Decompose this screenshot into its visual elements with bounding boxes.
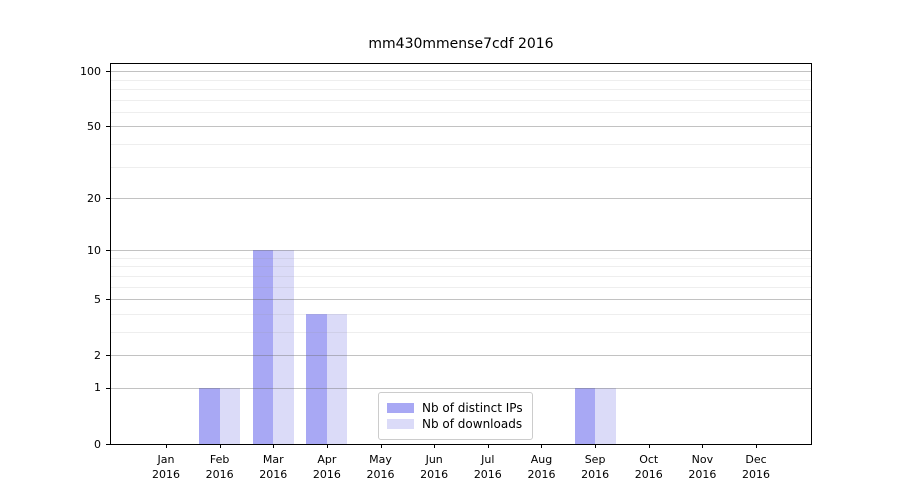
x-tick-label-may: May 2016 (366, 453, 395, 481)
x-tick-dec (756, 444, 757, 448)
y-tick-label-50: 50 (87, 119, 101, 133)
x-tick-jan (166, 444, 167, 448)
x-tick-aug (541, 444, 543, 448)
x-tick-label-apr: Apr 2016 (312, 453, 341, 481)
x-tick-label-nov: Nov 2016 (688, 453, 717, 481)
major-gridline-10 (111, 250, 811, 252)
y-tick-0 (106, 444, 110, 445)
legend-item-downloads: Nb of downloads (387, 417, 523, 431)
minor-gridline-8 (111, 266, 811, 268)
minor-gridline-7 (111, 275, 811, 277)
y-tick-100 (106, 71, 110, 73)
y-tick-label-100: 100 (80, 64, 101, 78)
bar-ips-mar (252, 250, 274, 444)
bar-downloads-mar (273, 250, 294, 444)
y-tick-label-2: 2 (94, 348, 101, 362)
major-gridline-5 (111, 299, 811, 301)
bar-downloads-apr (326, 313, 348, 444)
x-tick-label-mar: Mar 2016 (259, 453, 288, 481)
minor-gridline-90 (111, 79, 811, 81)
x-tick-may (380, 444, 382, 448)
y-tick-label-10: 10 (87, 243, 101, 257)
x-tick-label-jun: Jun 2016 (420, 453, 449, 481)
y-tick-label-1: 1 (94, 381, 101, 395)
minor-gridline-30 (111, 166, 811, 168)
major-gridline-1 (111, 387, 811, 389)
legend-label-distinct-ips: Nb of distinct IPs (422, 401, 523, 415)
x-tick-label-dec: Dec 2016 (742, 453, 770, 481)
legend-swatch-downloads (387, 419, 414, 429)
bar-ips-feb (199, 388, 220, 444)
minor-gridline-80 (111, 88, 811, 90)
x-tick-mar (273, 444, 275, 448)
x-tick-label-jan: Jan 2016 (152, 453, 180, 481)
legend: Nb of distinct IPs Nb of downloads (378, 392, 533, 440)
bar-ips-apr (306, 313, 327, 444)
y-tick-label-5: 5 (94, 292, 101, 306)
minor-gridline-3 (111, 331, 811, 333)
bar-downloads-sep (595, 388, 616, 444)
legend-swatch-distinct-ips (387, 403, 414, 413)
minor-gridline-6 (111, 286, 811, 288)
x-tick-label-jul: Jul 2016 (473, 453, 502, 481)
minor-gridline-70 (111, 99, 811, 101)
y-tick-10 (106, 250, 110, 252)
major-gridline-2 (111, 355, 811, 357)
minor-gridline-4 (111, 313, 811, 315)
x-tick-label-oct: Oct 2016 (634, 453, 663, 481)
y-tick-50 (106, 126, 110, 128)
x-tick-sep (595, 444, 597, 448)
x-tick-label-feb: Feb 2016 (205, 453, 234, 481)
major-gridline-50 (111, 126, 811, 128)
x-tick-oct (648, 444, 650, 448)
x-tick-label-aug: Aug 2016 (527, 453, 556, 481)
x-tick-apr (326, 444, 328, 448)
x-tick-nov (702, 444, 704, 448)
x-tick-label-sep: Sep 2016 (581, 453, 610, 481)
x-tick-jul (487, 444, 489, 448)
x-tick-jun (434, 444, 436, 448)
minor-gridline-40 (111, 143, 811, 145)
bar-downloads-feb (219, 388, 241, 444)
x-tick-feb (219, 444, 221, 448)
minor-gridline-60 (111, 111, 811, 113)
bar-ips-sep (574, 388, 596, 444)
legend-label-downloads: Nb of downloads (422, 417, 523, 431)
y-tick-1 (106, 387, 110, 389)
minor-gridline-9 (111, 257, 811, 259)
legend-item-distinct-ips: Nb of distinct IPs (387, 401, 523, 415)
major-gridline-100 (111, 71, 811, 73)
y-tick-2 (106, 355, 110, 357)
y-tick-label-0: 0 (94, 437, 101, 451)
y-tick-5 (106, 299, 110, 301)
plot-area: Nb of distinct IPs Nb of downloads 0 1 2 5 1… (80, 63, 812, 481)
y-tick-label-20: 20 (87, 191, 101, 205)
major-gridline-20 (111, 198, 811, 199)
chart-title: mm430mmense7cdf 2016 (368, 36, 554, 52)
y-tick-20 (106, 198, 110, 199)
